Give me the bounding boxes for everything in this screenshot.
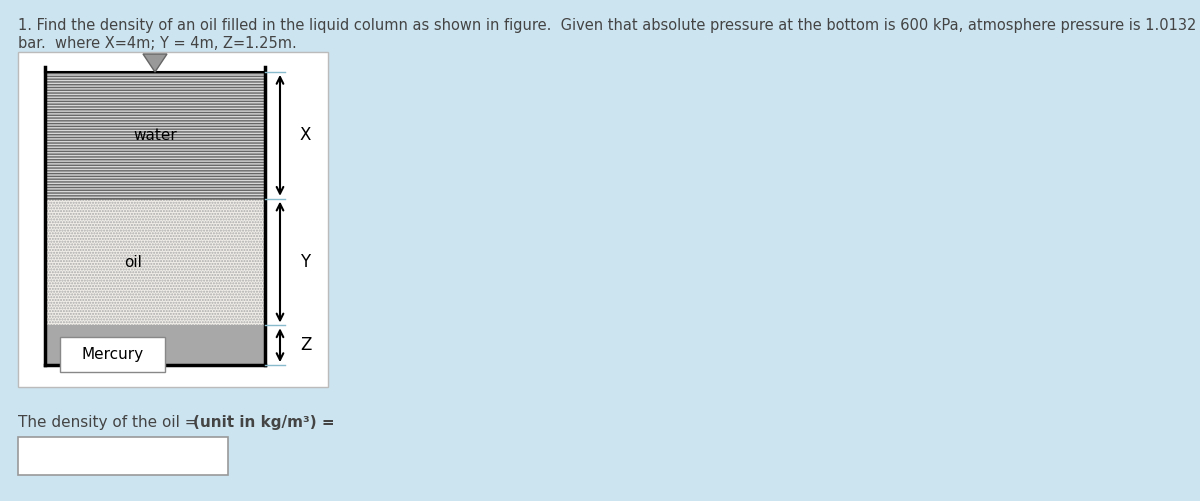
Bar bbox=[46, 199, 265, 326]
Text: Y: Y bbox=[300, 253, 310, 271]
Text: Z: Z bbox=[300, 336, 311, 354]
Text: Mercury: Mercury bbox=[82, 347, 144, 362]
Bar bbox=[60, 337, 166, 372]
Bar bbox=[46, 72, 265, 199]
Bar bbox=[18, 52, 328, 387]
Text: water: water bbox=[133, 128, 176, 143]
Text: bar.  where X=4m; Y = 4m, Z=1.25m.: bar. where X=4m; Y = 4m, Z=1.25m. bbox=[18, 36, 296, 51]
Bar bbox=[46, 199, 265, 326]
Text: (unit in kg/m³) =: (unit in kg/m³) = bbox=[193, 415, 335, 430]
Bar bbox=[46, 72, 265, 199]
Text: X: X bbox=[300, 126, 311, 144]
Polygon shape bbox=[143, 54, 167, 72]
Text: oil: oil bbox=[124, 255, 142, 270]
Bar bbox=[18, 437, 228, 475]
Bar bbox=[46, 326, 265, 365]
Text: The density of the oil =: The density of the oil = bbox=[18, 415, 203, 430]
Text: 1. Find the density of an oil filled in the liquid column as shown in figure.  G: 1. Find the density of an oil filled in … bbox=[18, 18, 1196, 33]
